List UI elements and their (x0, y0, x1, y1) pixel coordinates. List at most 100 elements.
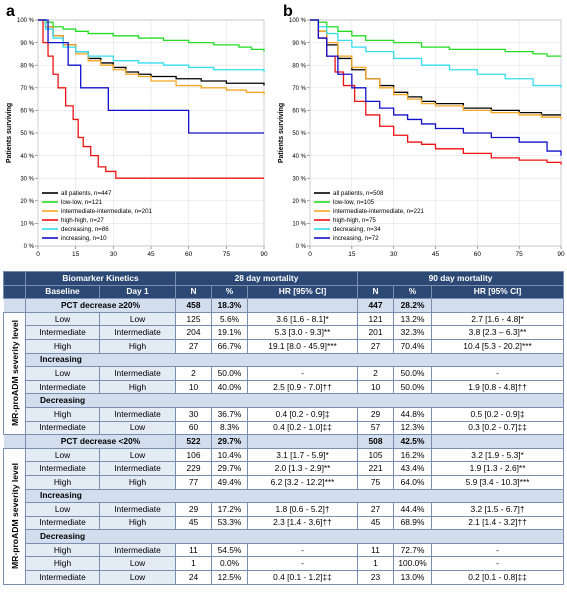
cell-n-90: 11 (357, 542, 395, 558)
header-n-28: N (175, 284, 212, 300)
cell-hr-28: - (246, 556, 359, 572)
cell-baseline: Intermediate (25, 570, 100, 585)
survival-chart-b: b 0 % 10 % 20 % 30 % 40 % 50 % 60 % 70 % 80 % 90 %… (278, 3, 565, 258)
cell-pct-28: 66.7% (211, 338, 248, 354)
y-tick-label: 50 % (20, 131, 34, 137)
x-tick-label: 0 (308, 251, 312, 258)
section-n-28: 458 (175, 298, 212, 313)
cell-hr-90: 3.2 [1.5 - 6.7]† (431, 502, 565, 517)
x-tick-label: 60 (474, 251, 482, 258)
cell-pct-28: 0.0% (211, 556, 248, 572)
y-tick-label: 100 % (289, 18, 307, 24)
series-line (310, 19, 562, 120)
cell-hr-90: 3.8 [2.3 – 6.3]** (431, 325, 565, 340)
cell-hr-90: 10.4 [5.3 - 20.2]*** (431, 338, 565, 354)
y-tick-label: 30 % (20, 176, 34, 182)
header-day1: Day 1 (99, 284, 176, 300)
y-tick-label: 10 % (20, 222, 34, 228)
header-hr-90: HR [95% CI] (431, 284, 565, 300)
subheading-label: Increasing (24, 352, 565, 368)
cell-hr-90: 0.5 [0.2 - 0.9]‡ (431, 406, 565, 422)
y-tick-label: 90 % (20, 41, 34, 47)
cell-baseline: Low (25, 366, 100, 381)
subheading-row: Decreasing (4, 393, 565, 408)
cell-n-90: 27 (357, 502, 395, 517)
series-line (38, 19, 265, 52)
cell-hr-90: 0.2 [0.1 - 0.8]‡‡ (431, 570, 565, 585)
y-tick-label: 40 % (292, 154, 306, 160)
cell-pct-28: 49.4% (211, 474, 248, 490)
survival-chart-a: a 0 % 10 % 20 % 30 % 40 % 50 % 60 % 70 % 80 % 90 %… (6, 3, 268, 258)
cell-n-28: 77 (175, 474, 212, 490)
cell-pct-90: 64.0% (393, 474, 433, 490)
panel-letter: a (6, 3, 15, 20)
x-tick-label: 30 (390, 251, 398, 258)
cell-baseline: Intermediate (25, 379, 100, 395)
section-row: PCT decrease <20% 522 29.7% 508 42.5% (3, 434, 565, 449)
cell-n-90: 121 (357, 311, 395, 327)
x-tick-label: 15 (72, 251, 80, 258)
header-baseline: Baseline (25, 284, 100, 300)
cell-baseline: Low (25, 447, 100, 463)
cell-n-28: 24 (175, 570, 212, 585)
cell-baseline: High (25, 338, 100, 354)
cell-pct-90: 44.4% (393, 502, 433, 517)
legend-label: low-low, n=105 (333, 199, 375, 206)
legend-label: intermediate-intermediate, n=201 (61, 208, 153, 215)
subheading-label: Decreasing (24, 529, 565, 544)
cell-pct-90: 50.0% (393, 366, 433, 381)
y-tick-label: 0 % (296, 244, 307, 250)
cell-day1: Intermediate (99, 325, 176, 340)
cell-pct-28: 12.5% (211, 570, 248, 585)
cell-hr-90: - (431, 556, 565, 572)
cell-pct-28: 40.0% (211, 379, 248, 395)
cell-n-90: 221 (357, 461, 395, 476)
section-hr-28 (246, 298, 359, 313)
cell-baseline: Intermediate (25, 461, 100, 476)
cell-n-90: 105 (357, 447, 395, 463)
cell-hr-90: 3.2 [1.9 - 5.3]* (431, 447, 565, 463)
y-tick-label: 30 % (292, 176, 306, 182)
series-line (38, 19, 265, 72)
section-pct-90: 28.2% (393, 298, 433, 313)
cell-pct-28: 8.3% (211, 420, 248, 436)
section-n-90: 447 (357, 298, 395, 313)
table-row: Intermediate High 10 40.0% 2.5 [0.9 - 7.0]††… (4, 379, 565, 395)
cell-hr-90: 2.1 [1.4 - 3.2]†† (431, 515, 565, 531)
table-row: MR-proADM severity level Low Low 106 10.4% 3.… (3, 447, 565, 585)
section-blank (3, 434, 26, 449)
x-tick-label: 15 (348, 251, 356, 258)
cell-n-28: 106 (175, 447, 212, 463)
cell-pct-28: 29.7% (211, 461, 248, 476)
cell-pct-90: 44.8% (393, 406, 433, 422)
cell-n-28: 60 (175, 420, 212, 436)
legend-label: high-high, n=27 (61, 217, 104, 224)
x-tick-label: 45 (147, 251, 155, 258)
x-tick-label: 30 (110, 251, 118, 258)
cell-hr-90: - (431, 542, 565, 558)
y-tick-label: 70 % (292, 86, 306, 92)
cell-pct-90: 43.4% (393, 461, 433, 476)
y-tick-label: 80 % (292, 63, 306, 69)
table-row: High Low 1 0.0% -1 100.0% - (4, 556, 565, 572)
cell-n-28: 45 (175, 515, 212, 531)
section-n-90: 508 (357, 434, 395, 449)
subheading-row: Decreasing (4, 529, 565, 544)
cell-n-28: 27 (175, 338, 212, 354)
cell-pct-90: 100.0% (393, 556, 433, 572)
cell-hr-28: 5.3 [3.0 - 9.3]** (246, 325, 359, 340)
cell-day1: Low (99, 556, 176, 572)
legend-label: all patients, n=447 (61, 190, 112, 197)
series-line (38, 19, 265, 95)
cell-pct-28: 10.4% (211, 447, 248, 463)
header-pct-90: % (393, 284, 433, 300)
cell-n-28: 204 (175, 325, 212, 340)
side-label-cell: MR-proADM severity level (3, 447, 26, 585)
legend-label: decreasing, n=86 (61, 226, 109, 233)
series-line (310, 19, 561, 116)
x-tick-label: 0 (36, 251, 40, 258)
legend-label: low-low, n=121 (61, 199, 103, 206)
cell-pct-90: 13.2% (393, 311, 433, 327)
cell-pct-28: 54.5% (211, 542, 248, 558)
cell-hr-28: 2.3 [1.4 - 3.6]†† (246, 515, 359, 531)
